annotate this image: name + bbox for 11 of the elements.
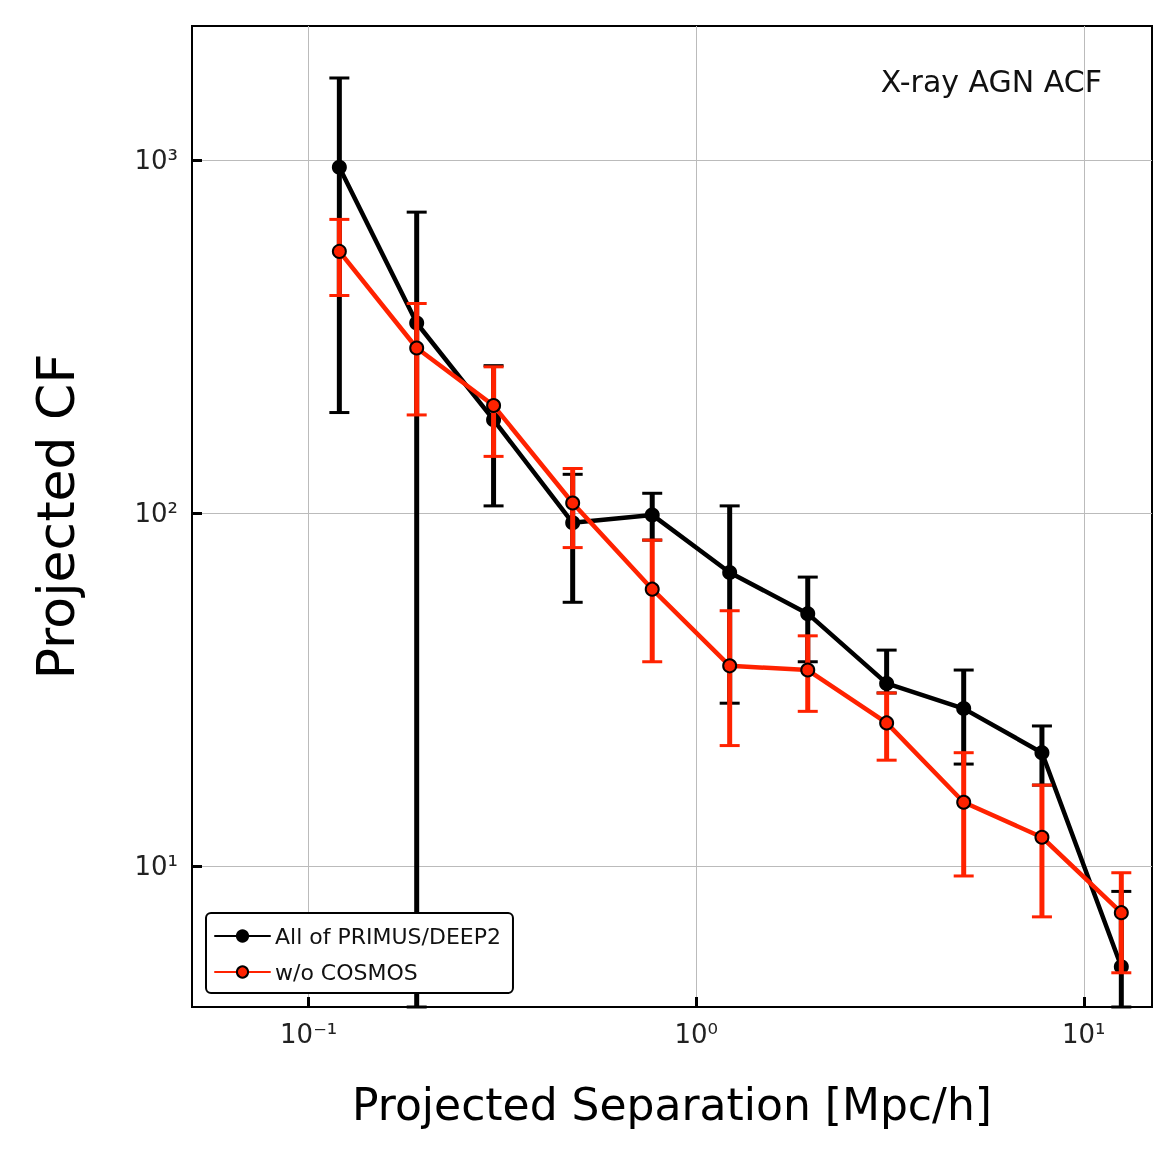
y-tick-label: 10³ [134,145,178,176]
legend-label: All of PRIMUS/DEEP2 [275,923,501,949]
x-tick-label: 10⁻¹ [280,1019,338,1049]
y-tick-label: 10¹ [134,851,178,882]
x-tick-label: 10⁰ [674,1019,718,1049]
y-axis-title: Projected CF [26,353,86,680]
y-tick-label: 10² [134,498,178,529]
x-axis-title: Projected Separation [Mpc/h] [352,1078,992,1130]
legend-label: w/o COSMOS [275,959,418,985]
x-tick-label: 10¹ [1062,1019,1106,1049]
annotation: X-ray AGN ACF [880,63,1102,99]
